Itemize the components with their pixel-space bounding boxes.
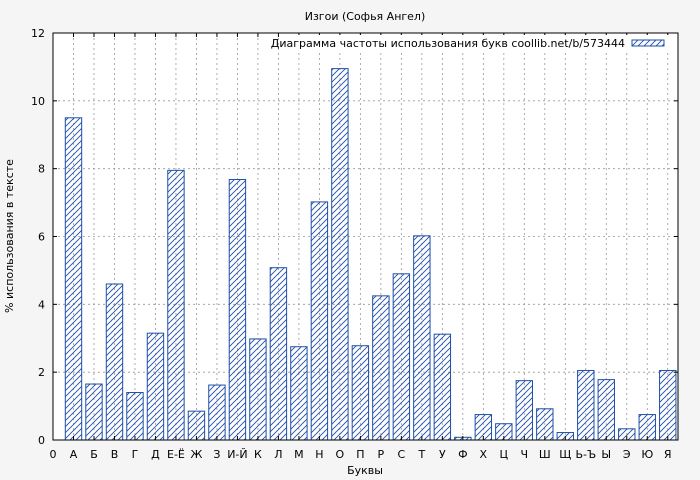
bar-Н [310,201,329,441]
bar-Ч [515,380,534,441]
x-tick-label: Д [151,448,160,461]
x-tick-label: Е-Ё [167,448,185,461]
bar-Л [269,267,288,441]
x-tick-label: З [213,448,220,461]
bar-У [433,333,452,441]
legend: Диаграмма частоты использования букв coo… [271,35,674,51]
y-tick-label: 12 [31,27,45,40]
x-tick-label: О [336,448,345,461]
x-tick-label: А [70,448,78,461]
x-tick-label: Ч [521,448,529,461]
x-tick-label: Ж [191,448,203,461]
y-tick-label: 2 [38,366,45,379]
x-tick-label: Щ [559,448,571,461]
y-tick-label: 0 [38,434,45,447]
x-tick-label: Ф [458,448,467,461]
x-tick-label: Х [480,448,488,461]
y-tick-label: 4 [38,298,45,311]
bar-Т [413,235,431,441]
y-tick-label: 6 [38,231,45,244]
x-tick-label: И-Й [227,448,247,461]
bar-М [290,346,308,441]
bar-С [392,273,411,441]
y-tick-label: 8 [38,163,45,176]
bar-Ы [597,379,615,441]
x-axis: 0 А Б В Г Д Е-Ё Ж З И-Й К Л М Н О П Р С Т У Ф Х Ц Ч Ш Щ Ь-Ъ Ы Э Ю Я [50,33,672,461]
x-tick-label: Ь-Ъ [575,448,596,461]
x-axis-label: Буквы [347,464,383,477]
bar-Я [659,369,677,441]
legend-label: Диаграмма частоты использования букв coo… [271,37,625,50]
bar-Б [85,383,103,441]
bar-З [208,384,226,441]
bar-Г [126,392,144,441]
bar-П [351,345,370,441]
x-tick-label: В [111,448,119,461]
x-tick-label: Б [90,448,98,461]
bar-Ь-Ъ [577,369,595,441]
x-tick-label: Ю [641,448,653,461]
legend-swatch [631,39,665,47]
x-tick-label: П [356,448,364,461]
x-tick-label: К [254,448,262,461]
x-tick-label: Н [315,448,323,461]
bar-И-Й [228,179,247,441]
chart-title: Изгои (Софья Ангел) [305,10,426,23]
x-tick-label: Т [417,448,425,461]
x-tick-label: Э [623,448,631,461]
bar-О [331,68,349,441]
x-tick-label: Ш [539,448,551,461]
y-axis-label: % использования в тексте [3,159,16,313]
x-tick-label-origin: 0 [50,448,57,461]
bar-Ж [187,410,206,441]
bar-К [249,338,267,441]
x-tick-label: Р [378,448,385,461]
x-tick-label: Я [664,448,672,461]
bar-Р [372,295,390,441]
bar-Е-Ё [167,169,185,441]
x-tick-label: С [398,448,406,461]
x-tick-label: Г [132,448,139,461]
y-axis: 0 2 4 6 8 10 12 [31,27,678,447]
y-tick-label: 10 [31,95,45,108]
bars [64,68,677,441]
bar-Д [146,332,165,441]
bar-Ш [536,408,554,441]
bar-А [64,117,83,441]
x-tick-label: У [439,448,446,461]
grid [53,33,678,440]
x-tick-label: М [294,448,304,461]
x-tick-label: Ц [500,448,509,461]
x-tick-label: Ы [601,448,611,461]
x-tick-label: Л [274,448,282,461]
bar-В [105,283,124,441]
legend-background [284,35,674,51]
